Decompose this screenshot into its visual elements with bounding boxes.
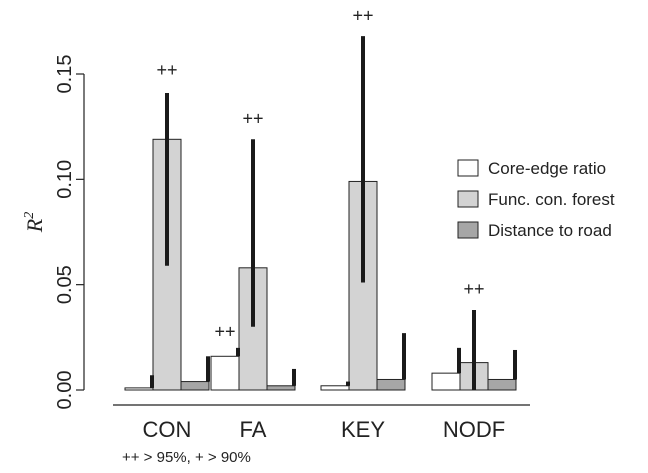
y-axis-label: R2 xyxy=(22,212,47,233)
legend-label: Func. con. forest xyxy=(488,190,615,209)
x-tick-label: FA xyxy=(240,417,267,442)
y-tick-label: 0.05 xyxy=(54,265,76,304)
y-tick-label: 0.10 xyxy=(54,160,76,199)
significance-label: ++ xyxy=(463,279,484,299)
bar xyxy=(320,385,350,391)
bar xyxy=(266,385,296,391)
legend-swatch xyxy=(457,190,479,208)
significance-label: ++ xyxy=(214,321,235,341)
bar xyxy=(124,387,154,391)
significance-label: ++ xyxy=(352,5,373,25)
bar xyxy=(431,372,461,391)
legend-swatch xyxy=(457,221,479,239)
y-tick-label: 0.15 xyxy=(54,55,76,94)
bar xyxy=(376,378,406,391)
x-tick-label: KEY xyxy=(341,417,385,442)
bar xyxy=(210,355,240,391)
footnote: ++ > 95%, + > 90% xyxy=(122,449,251,466)
x-tick-label: CON xyxy=(143,417,192,442)
significance-label: ++ xyxy=(242,109,263,129)
x-tick-label: NODF xyxy=(443,417,505,442)
significance-label: ++ xyxy=(156,60,177,80)
legend-swatch xyxy=(457,159,479,177)
y-tick-label: 0.00 xyxy=(54,371,76,410)
bar xyxy=(487,378,517,391)
axes: 0.00 0.05 0.10 0.15 R2 CON FA KEY NODF xyxy=(22,55,530,442)
bar xyxy=(180,381,210,391)
legend-label: Core-edge ratio xyxy=(488,159,606,178)
significance-labels: ++ ++ ++ ++ ++ xyxy=(156,5,484,341)
legend: Core-edge ratio Func. con. forest Distance… xyxy=(457,159,615,240)
legend-label: Distance to road xyxy=(488,221,612,240)
error-bars-group xyxy=(150,36,517,390)
